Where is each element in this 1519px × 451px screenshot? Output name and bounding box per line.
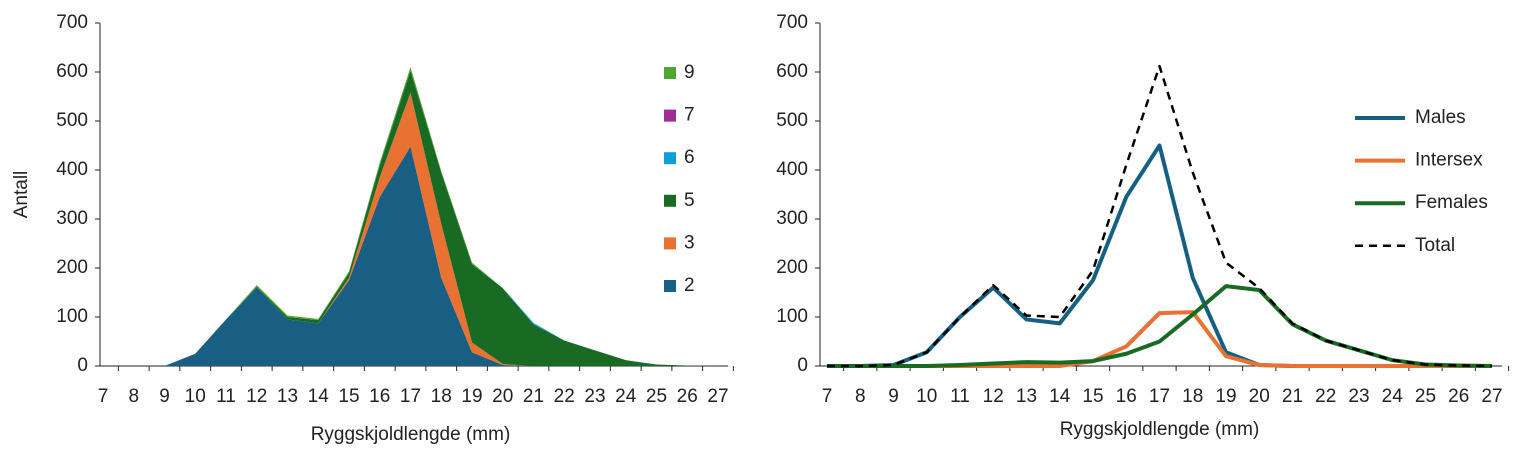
y-tick-label: 0 bbox=[77, 355, 88, 376]
y-tick-label: 700 bbox=[776, 12, 808, 33]
x-tick-label: 9 bbox=[888, 386, 899, 407]
x-tick-label: 22 bbox=[554, 386, 575, 407]
x-tick-label: 8 bbox=[128, 386, 139, 407]
y-tick-label: 0 bbox=[797, 355, 808, 376]
x-tick-label: 11 bbox=[216, 386, 236, 407]
y-tick-label: 100 bbox=[776, 306, 808, 327]
area bbox=[103, 146, 718, 366]
x-tick-label: 23 bbox=[1348, 386, 1369, 407]
y-tick-label: 300 bbox=[776, 208, 808, 229]
y-tick-label: 300 bbox=[56, 208, 88, 229]
x-tick-label: 17 bbox=[1149, 386, 1170, 407]
legend-label: 3 bbox=[684, 232, 695, 253]
y-tick-label: 400 bbox=[56, 159, 88, 180]
legend-swatch bbox=[664, 237, 676, 250]
x-tick-label: 25 bbox=[646, 386, 667, 407]
x-tick-label: 11 bbox=[950, 386, 970, 407]
legend-label: Females bbox=[1415, 192, 1488, 213]
y-tick-label: 600 bbox=[776, 61, 808, 82]
x-tick-label: 20 bbox=[492, 386, 513, 407]
legend-swatch bbox=[664, 194, 676, 207]
legend-swatch bbox=[664, 152, 676, 165]
x-tick-label: 7 bbox=[98, 386, 109, 407]
legend-swatch bbox=[664, 109, 676, 122]
x-tick-label: 12 bbox=[246, 386, 267, 407]
x-tick-label: 8 bbox=[855, 386, 866, 407]
x-tick-label: 10 bbox=[916, 386, 937, 407]
y-tick-label: 200 bbox=[776, 257, 808, 278]
x-tick-label: 15 bbox=[338, 386, 359, 407]
x-tick-label: 27 bbox=[1481, 386, 1502, 407]
x-tick-label: 16 bbox=[1116, 386, 1137, 407]
legend-label: 9 bbox=[684, 62, 695, 83]
x-tick-label: 26 bbox=[677, 386, 698, 407]
legend-label: Intersex bbox=[1415, 150, 1483, 171]
legend-label: 2 bbox=[684, 275, 695, 296]
x-tick-label: 26 bbox=[1448, 386, 1469, 407]
x-tick-label: 21 bbox=[1282, 386, 1303, 407]
legend-swatch bbox=[664, 67, 676, 79]
x-tick-label: 9 bbox=[159, 386, 170, 407]
x-tick-label: 20 bbox=[1249, 386, 1270, 407]
y-tick-label: 400 bbox=[776, 159, 808, 180]
x-tick-label: 22 bbox=[1315, 386, 1336, 407]
y-tick-label: 500 bbox=[776, 110, 808, 131]
x-tick-label: 10 bbox=[185, 386, 206, 407]
x-tick-label: 13 bbox=[1016, 386, 1037, 407]
x-tick-label: 7 bbox=[822, 386, 833, 407]
x-tick-label: 24 bbox=[615, 386, 637, 407]
x-axis-title: Ryggskjoldlengde (mm) bbox=[1060, 419, 1260, 440]
x-tick-label: 17 bbox=[400, 386, 421, 407]
x-tick-label: 15 bbox=[1082, 386, 1103, 407]
line bbox=[827, 64, 1493, 368]
x-tick-label: 18 bbox=[431, 386, 452, 407]
x-tick-label: 14 bbox=[308, 386, 330, 407]
y-tick-label: 700 bbox=[56, 12, 88, 33]
x-tick-label: 18 bbox=[1182, 386, 1203, 407]
x-tick-label: 13 bbox=[277, 386, 298, 407]
x-tick-label: 21 bbox=[523, 386, 544, 407]
x-tick-label: 12 bbox=[983, 386, 1004, 407]
legend-label: 5 bbox=[684, 190, 695, 211]
y-tick-label: 100 bbox=[56, 306, 88, 327]
legend-swatch bbox=[664, 280, 676, 292]
x-tick-label: 25 bbox=[1415, 386, 1436, 407]
y-tick-label: 200 bbox=[56, 257, 88, 278]
x-axis-title: Ryggskjoldlengde (mm) bbox=[311, 424, 511, 445]
legend-label: 7 bbox=[684, 105, 695, 126]
x-tick-label: 27 bbox=[707, 386, 728, 407]
x-tick-label: 19 bbox=[1215, 386, 1236, 407]
y-axis-title: Antall bbox=[11, 171, 32, 219]
legend-label: Males bbox=[1415, 107, 1466, 128]
x-tick-label: 24 bbox=[1382, 386, 1404, 407]
x-tick-label: 16 bbox=[369, 386, 390, 407]
legend-label: Total bbox=[1415, 235, 1455, 256]
x-tick-label: 19 bbox=[461, 386, 482, 407]
legend-label: 6 bbox=[684, 147, 695, 168]
x-tick-label: 14 bbox=[1049, 386, 1071, 407]
y-tick-label: 600 bbox=[56, 61, 88, 82]
x-tick-label: 23 bbox=[584, 386, 605, 407]
line bbox=[827, 143, 1492, 368]
y-tick-label: 500 bbox=[56, 110, 88, 131]
